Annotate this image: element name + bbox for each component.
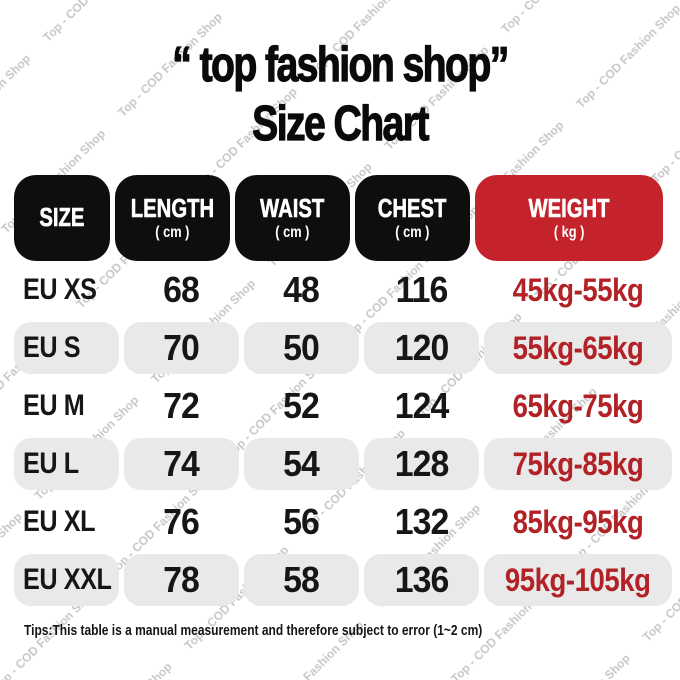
cell-weight: 85kg-95kg: [484, 493, 672, 551]
cell-weight: 55kg-65kg: [484, 322, 672, 374]
waist-value: 52: [283, 385, 321, 426]
weight-value: 95kg-105kg: [505, 561, 651, 598]
weight-value: 65kg-75kg: [512, 387, 644, 424]
weight-value: 45kg-55kg: [512, 271, 644, 308]
waist-value: 54: [283, 443, 321, 484]
weight-value: 55kg-65kg: [512, 329, 644, 366]
column-header-label: CHEST: [378, 192, 447, 223]
cell-length: 72: [124, 377, 239, 435]
length-value: 72: [163, 385, 201, 426]
size-value: EU XS: [23, 273, 97, 306]
table-header-row: SIZE LENGTH ( cm ) WAIST ( cm ) CHEST ( …: [14, 175, 672, 261]
cell-weight: 65kg-75kg: [484, 377, 672, 435]
size-chart-table: SIZE LENGTH ( cm ) WAIST ( cm ) CHEST ( …: [14, 175, 672, 609]
column-header-size: SIZE: [14, 175, 110, 261]
title-block: “ top fashion shop” Size Chart: [0, 36, 680, 154]
cell-chest: 132: [364, 493, 479, 551]
length-value: 74: [163, 443, 201, 484]
column-header-unit: ( cm ): [155, 223, 190, 241]
column-header-unit: ( cm ): [395, 223, 430, 241]
column-header-weight: WEIGHT ( kg ): [475, 175, 663, 261]
shop-title: “ top fashion shop”: [172, 37, 510, 92]
size-value: EU XXL: [23, 563, 112, 596]
cell-size: EU XS: [14, 261, 119, 319]
column-header-label: WEIGHT: [528, 192, 610, 223]
size-value: EU S: [23, 331, 81, 364]
column-header-length: LENGTH ( cm ): [115, 175, 230, 261]
cell-size: EU XL: [14, 493, 119, 551]
size-value: EU M: [23, 389, 85, 422]
cell-size: EU XXL: [14, 554, 119, 606]
chest-value: 128: [394, 443, 450, 484]
cell-chest: 120: [364, 322, 479, 374]
column-header-label: LENGTH: [130, 192, 215, 223]
table-row-eu-l: EU L 74 54 128 75kg-85kg: [14, 435, 672, 493]
cell-length: 70: [124, 322, 239, 374]
chest-value: 132: [394, 501, 450, 542]
column-header-unit: ( cm ): [275, 223, 310, 241]
cell-chest: 124: [364, 377, 479, 435]
length-value: 68: [163, 269, 201, 310]
cell-waist: 50: [244, 322, 359, 374]
cell-waist: 58: [244, 554, 359, 606]
cell-chest: 136: [364, 554, 479, 606]
length-value: 70: [163, 327, 201, 368]
cell-weight: 95kg-105kg: [484, 554, 672, 606]
cell-waist: 52: [244, 377, 359, 435]
column-header-chest: CHEST ( cm ): [355, 175, 470, 261]
tips-note: Tips:This table is a manual measurement …: [24, 622, 483, 639]
chest-value: 116: [395, 269, 449, 310]
page-title: Size Chart: [252, 96, 430, 151]
cell-weight: 45kg-55kg: [484, 261, 672, 319]
cell-waist: 56: [244, 493, 359, 551]
cell-chest: 128: [364, 438, 479, 490]
cell-size: EU S: [14, 322, 119, 374]
cell-size: EU M: [14, 377, 119, 435]
waist-value: 58: [283, 559, 321, 600]
column-header-waist: WAIST ( cm ): [235, 175, 350, 261]
column-header-unit: ( kg ): [553, 223, 585, 241]
table-row-eu-s: EU S 70 50 120 55kg-65kg: [14, 319, 672, 377]
cell-length: 78: [124, 554, 239, 606]
chest-value: 136: [394, 559, 450, 600]
table-row-eu-xs: EU XS 68 48 116 45kg-55kg: [14, 261, 672, 319]
waist-value: 48: [283, 269, 321, 310]
waist-value: 56: [283, 501, 321, 542]
column-header-label: SIZE: [39, 202, 85, 233]
table-row-eu-xl: EU XL 76 56 132 85kg-95kg: [14, 493, 672, 551]
weight-value: 85kg-95kg: [512, 503, 644, 540]
cell-length: 68: [124, 261, 239, 319]
length-value: 78: [163, 559, 201, 600]
waist-value: 50: [283, 327, 321, 368]
cell-length: 74: [124, 438, 239, 490]
cell-length: 76: [124, 493, 239, 551]
column-header-label: WAIST: [260, 192, 325, 223]
length-value: 76: [163, 501, 201, 542]
size-value: EU L: [23, 447, 79, 480]
cell-weight: 75kg-85kg: [484, 438, 672, 490]
weight-value: 75kg-85kg: [512, 445, 644, 482]
cell-size: EU L: [14, 438, 119, 490]
cell-waist: 48: [244, 261, 359, 319]
cell-waist: 54: [244, 438, 359, 490]
chest-value: 124: [394, 385, 450, 426]
table-row-eu-m: EU M 72 52 124 65kg-75kg: [14, 377, 672, 435]
chest-value: 120: [394, 327, 450, 368]
table-row-eu-xxl: EU XXL 78 58 136 95kg-105kg: [14, 551, 672, 609]
cell-chest: 116: [364, 261, 479, 319]
size-value: EU XL: [23, 505, 96, 538]
